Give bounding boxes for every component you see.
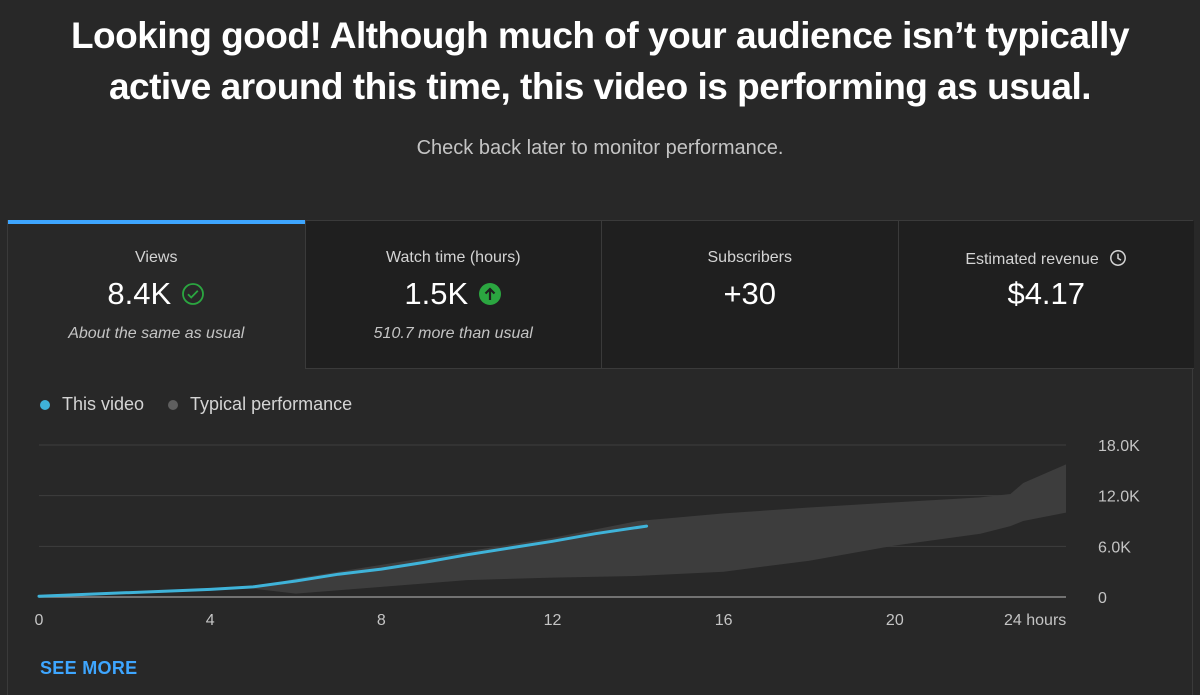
y-tick-label: 6.0K	[1098, 539, 1131, 556]
clock-icon[interactable]	[1109, 249, 1127, 267]
legend-typical: Typical performance	[168, 394, 352, 415]
subline: Check back later to monitor performance.	[416, 137, 784, 159]
legend-label: Typical performance	[190, 394, 353, 414]
tab-label: Watch time (hours)	[385, 249, 521, 266]
tab-value: $4.17	[1007, 276, 1086, 311]
tab-note: 510.7 more than usual	[373, 325, 533, 342]
tab-subscribers[interactable]: Subscribers +30	[601, 221, 898, 369]
headline-line-1: Looking good! Although much of your audi…	[70, 15, 1130, 56]
x-tick-label: 20	[886, 612, 904, 629]
typical-performance-band	[253, 464, 1066, 594]
x-tick-label: 24 hours	[1004, 612, 1066, 629]
y-tick-label: 12.0K	[1098, 489, 1140, 506]
x-tick-label: 16	[715, 612, 733, 629]
x-tick-label: 12	[544, 612, 562, 629]
legend-label: This video	[62, 394, 145, 414]
y-tick-label: 0	[1098, 590, 1107, 607]
tab-value: 1.5K	[404, 276, 469, 311]
tab-watch-time[interactable]: Watch time (hours) 1.5K 510.7 more than …	[304, 221, 601, 369]
check-circle-icon	[182, 283, 205, 305]
see-more-button[interactable]: SEE MORE	[40, 658, 138, 678]
tab-value: +30	[723, 276, 777, 311]
x-tick-label: 0	[35, 612, 44, 629]
x-tick-label: 4	[206, 612, 215, 629]
tab-note: About the same as usual	[68, 325, 245, 342]
this-video-line	[37, 524, 649, 598]
y-tick-label: 18.0K	[1098, 438, 1140, 455]
tab-label: Estimated revenue	[965, 251, 1099, 268]
headline-line-2: active around this time, this video is p…	[108, 66, 1092, 107]
performance-chart: 0 6.0K 12.0K 18.0K 0 4 8 12 16 20 24 hours	[35, 438, 1141, 629]
chart-legend: This video Typical performance	[40, 394, 352, 415]
this-video-dot-icon	[40, 399, 50, 410]
headline: Looking good! Although much of your audi…	[0, 10, 1200, 112]
tab-views[interactable]: Views 8.4K About the same as usual	[8, 220, 305, 369]
performance-card: Views 8.4K About the same as usual Watch…	[7, 220, 1194, 695]
metric-tabs: Views 8.4K About the same as usual Watch…	[8, 220, 1194, 369]
tab-value: 8.4K	[107, 276, 172, 311]
legend-this-video: This video	[40, 394, 144, 415]
tab-label: Views	[135, 249, 178, 266]
typical-dot-icon	[168, 399, 179, 410]
tab-label: Subscribers	[707, 249, 792, 266]
arrow-up-circle-icon	[479, 283, 502, 305]
tab-estimated-revenue[interactable]: Estimated revenue $4.17	[897, 221, 1194, 369]
x-tick-label: 8	[377, 612, 386, 629]
